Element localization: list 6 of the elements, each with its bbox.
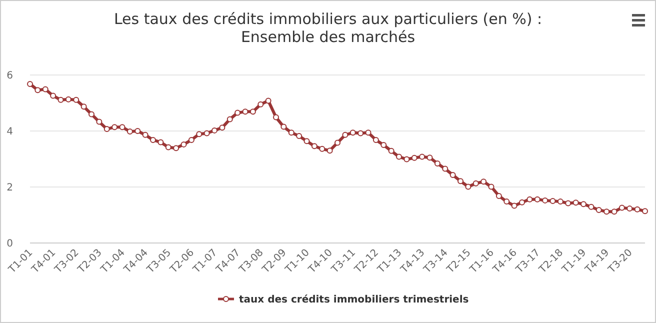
chart-title: Les taux des crédits immobiliers aux particuliers (en %) : Ensemble des marchés [114, 10, 542, 46]
y-tick-label: 4 [6, 126, 13, 138]
y-tick-label: 0 [6, 238, 13, 250]
legend-label: taux des crédits immobiliers trimestriels [239, 294, 469, 306]
y-tick-label: 6 [6, 70, 13, 82]
y-tick-label: 2 [6, 182, 13, 194]
